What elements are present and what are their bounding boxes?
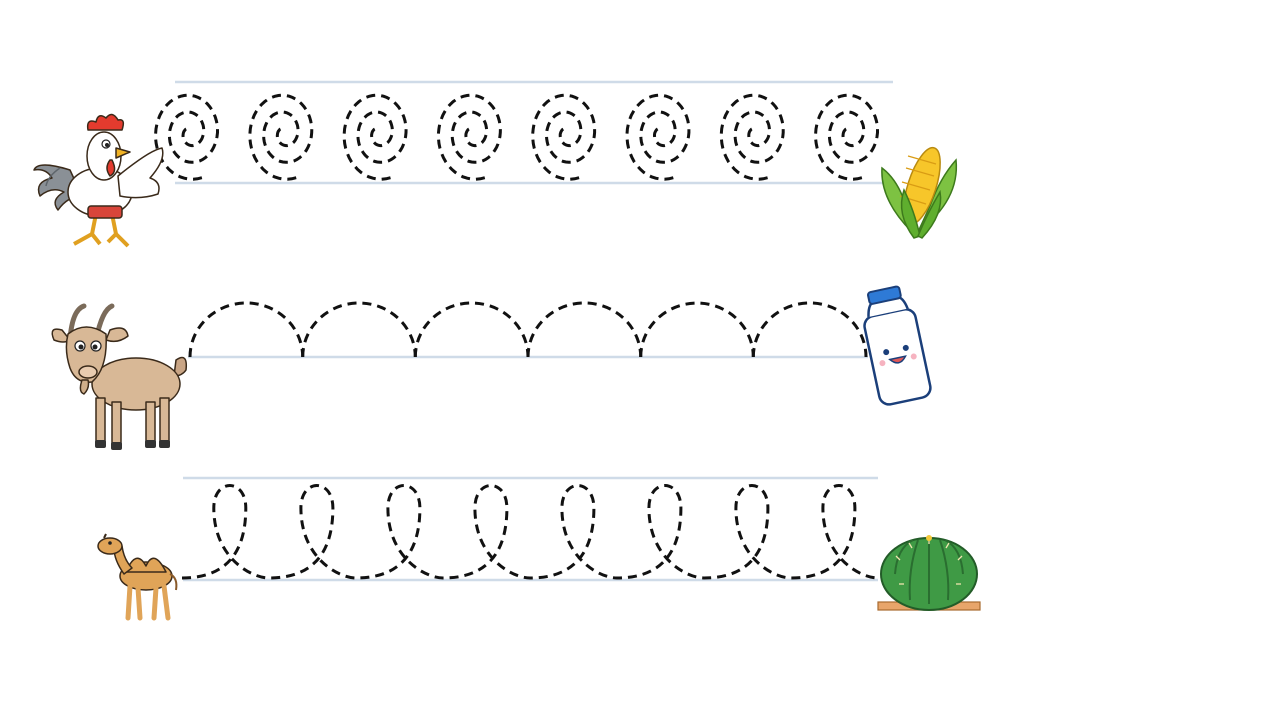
spiral-3[interactable] <box>342 93 408 181</box>
spiral-4[interactable] <box>436 93 502 181</box>
arch-1[interactable] <box>188 301 305 358</box>
arch-4[interactable] <box>526 301 643 358</box>
spiral-2[interactable] <box>248 93 314 181</box>
arch-trace-path[interactable] <box>188 301 868 358</box>
spiral-8[interactable] <box>814 93 879 181</box>
loop-trace-path[interactable] <box>181 484 879 580</box>
arch-2[interactable] <box>301 301 417 358</box>
spiral-6[interactable] <box>625 93 691 181</box>
spiral-trace-path[interactable] <box>154 93 879 181</box>
spiral-5[interactable] <box>531 93 597 181</box>
arch-3[interactable] <box>413 301 530 358</box>
corn-icon <box>881 146 958 239</box>
spiral-7[interactable] <box>719 93 785 181</box>
spiral-1[interactable] <box>154 93 219 181</box>
rooster-icon <box>33 113 164 248</box>
camel-icon <box>97 533 178 621</box>
arch-5[interactable] <box>639 301 755 358</box>
milk-bottle-icon <box>863 285 932 406</box>
cactus-icon <box>877 535 981 611</box>
goat-icon <box>51 303 188 450</box>
loop-line[interactable] <box>181 484 879 580</box>
arch-6[interactable] <box>751 301 868 358</box>
